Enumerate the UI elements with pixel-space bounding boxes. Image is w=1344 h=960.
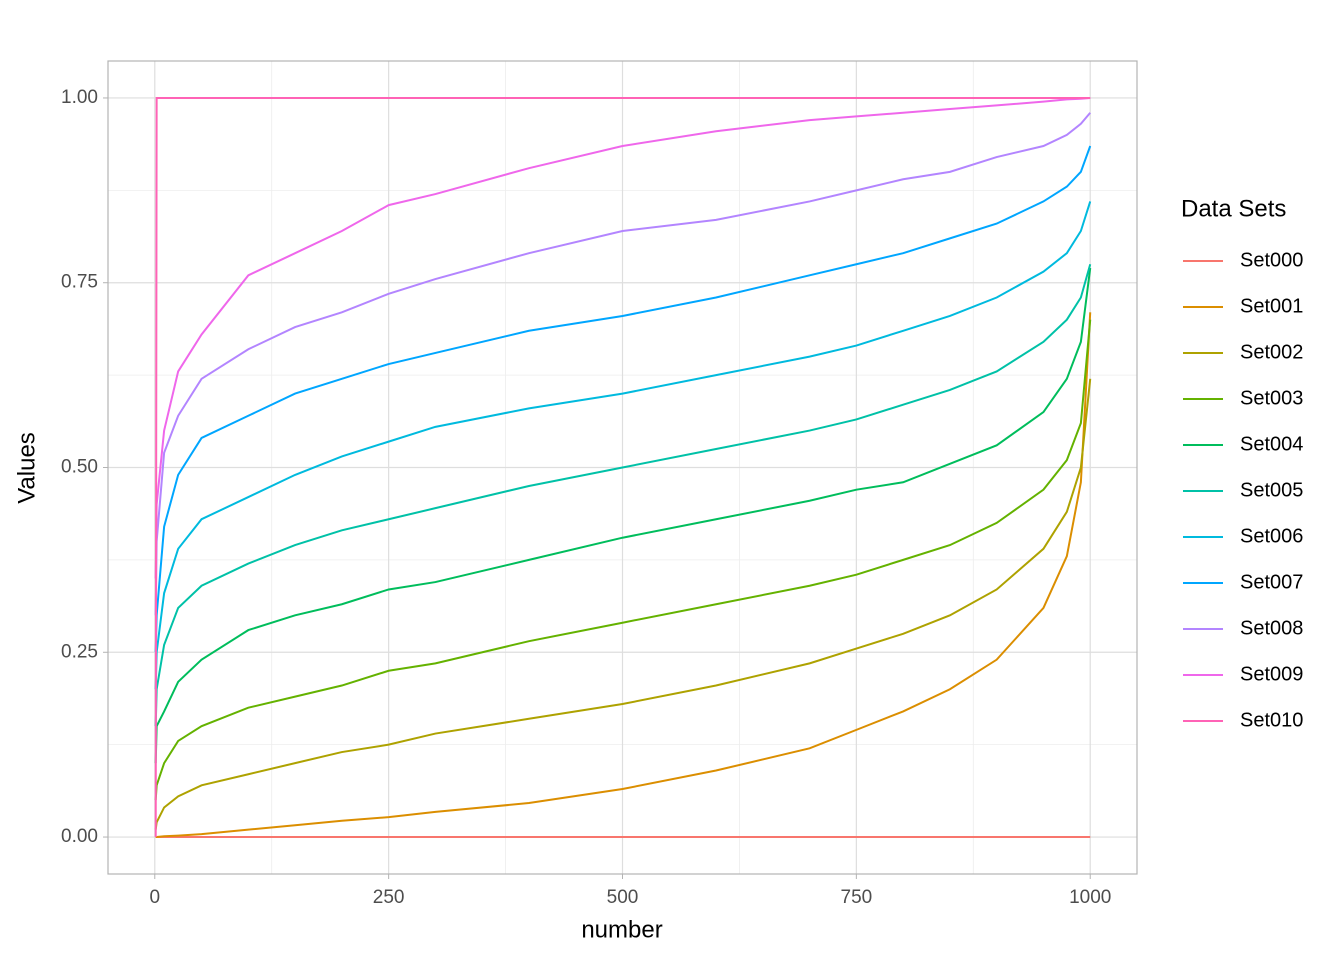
legend-label: Set004 xyxy=(1240,433,1303,455)
x-tick-label: 1000 xyxy=(1069,887,1111,908)
legend-label: Set000 xyxy=(1240,249,1303,271)
legend-label: Set009 xyxy=(1240,663,1303,685)
x-axis-title: number xyxy=(581,916,662,943)
data-line xyxy=(154,96,1091,579)
x-tick-label: 500 xyxy=(607,887,639,908)
x-tick-label: 250 xyxy=(373,887,405,908)
legend-label: Set003 xyxy=(1240,387,1303,409)
data-line xyxy=(154,263,1092,727)
data-line xyxy=(154,201,1092,690)
data-line xyxy=(154,145,1092,653)
y-tick-label: 1.00 xyxy=(61,87,98,108)
legend-label: Set002 xyxy=(1240,341,1303,363)
data-line xyxy=(154,319,1092,801)
y-tick-label: 0.75 xyxy=(61,272,98,293)
data-line xyxy=(154,267,1092,764)
x-tick-label: 0 xyxy=(149,887,160,908)
legend-label: Set001 xyxy=(1240,295,1303,317)
data-line xyxy=(155,312,1092,839)
y-tick-label: 0.50 xyxy=(61,457,98,478)
data-line xyxy=(154,378,1092,830)
y-tick-label: 0.25 xyxy=(61,641,98,662)
panel-border xyxy=(107,60,1138,875)
legend-title: Data Sets xyxy=(1181,195,1286,222)
legend-label: Set005 xyxy=(1240,479,1303,501)
legend-label: Set010 xyxy=(1240,709,1303,731)
data-line xyxy=(154,96,1091,838)
data-line xyxy=(154,112,1091,616)
y-tick-label: 0.00 xyxy=(61,826,98,847)
y-axis-title: Values xyxy=(13,432,40,504)
legend-label: Set007 xyxy=(1240,571,1303,593)
x-tick-label: 750 xyxy=(841,887,873,908)
legend-label: Set008 xyxy=(1240,617,1303,639)
legend-label: Set006 xyxy=(1240,525,1303,547)
